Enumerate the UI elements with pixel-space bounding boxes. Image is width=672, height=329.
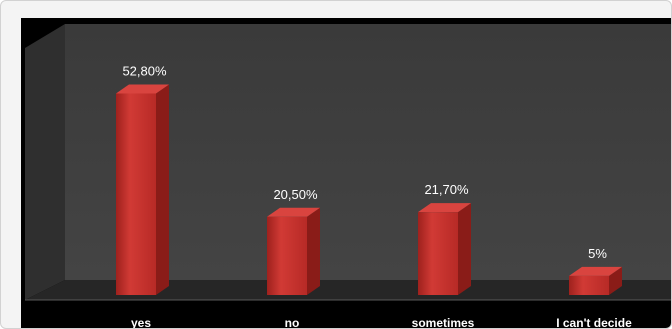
- data-label: 52,80%: [122, 63, 167, 78]
- chart-side-wall: [25, 24, 65, 300]
- chart-svg: 52,80% yes 20,50% no 21,70% sometimes 5% I can'…: [21, 18, 671, 328]
- bar-top: [116, 84, 169, 94]
- chart-floor: [25, 280, 671, 300]
- bar: [569, 275, 609, 295]
- bar-side: [458, 203, 471, 295]
- category-label: yes: [131, 316, 151, 328]
- bar: [116, 93, 156, 295]
- category-label: no: [285, 316, 300, 328]
- data-label: 5%: [588, 246, 607, 261]
- data-label: 20,50%: [273, 187, 318, 202]
- category-label: sometimes: [412, 316, 475, 328]
- bar: [418, 212, 458, 295]
- bar-side: [609, 266, 622, 295]
- bar-top: [418, 203, 471, 213]
- bar-side: [307, 207, 320, 295]
- bar-side: [156, 84, 169, 295]
- bar-top: [267, 207, 320, 217]
- bar-top: [569, 266, 622, 276]
- bar: [267, 216, 307, 295]
- data-label: 21,70%: [424, 182, 469, 197]
- category-label: I can't decide: [556, 316, 632, 328]
